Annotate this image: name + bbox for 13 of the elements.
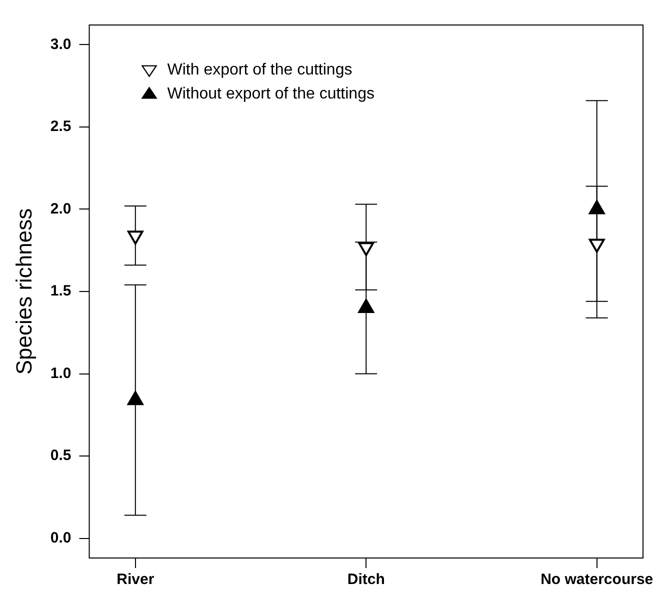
legend-label: With export of the cuttings	[167, 61, 352, 78]
y-tick-label: 1.5	[50, 282, 72, 300]
x-tick-label: No watercourse	[540, 571, 654, 588]
y-tick-label: 2.5	[50, 118, 72, 136]
y-tick-label: 0.0	[50, 529, 72, 546]
y-tick-label: 2.0	[50, 200, 72, 218]
y-tick-label: 3.0	[50, 36, 72, 53]
y-tick-label: 1.0	[50, 364, 72, 382]
y-axis-title: Species richness	[11, 208, 36, 375]
x-tick-label: River	[116, 571, 154, 588]
x-tick-label: Ditch	[347, 571, 385, 588]
legend-label: Without export of the cuttings	[167, 85, 374, 102]
y-tick-label: 0.5	[50, 447, 72, 464]
